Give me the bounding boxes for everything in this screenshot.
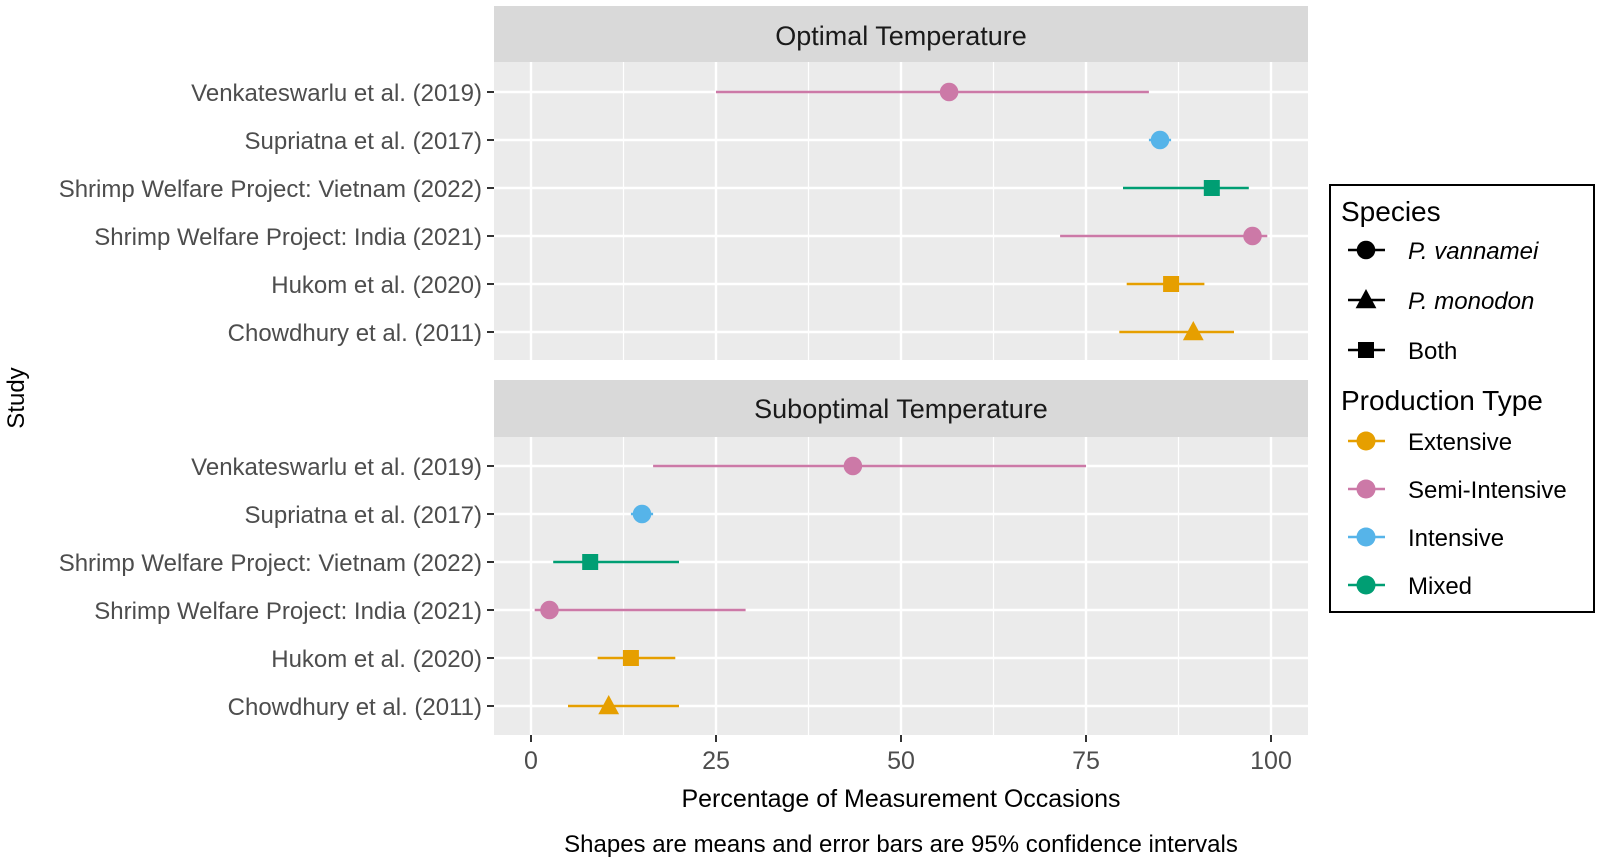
legend-key-circle — [1356, 240, 1376, 260]
study-label: Hukom et al. (2020) — [271, 646, 482, 673]
mean-point-supriatna-et-al-2017 — [632, 504, 652, 524]
mean-point-venkateswarlu-et-al-2019 — [843, 456, 863, 476]
legend: Species P. vannamei P. monodon Both Produc… — [1329, 184, 1595, 613]
x-tick-label: 75 — [1072, 747, 1100, 775]
panel-strip-suboptimal — [494, 380, 1308, 437]
legend-key-circle — [1356, 575, 1376, 595]
caption: Shapes are means and error bars are 95% … — [564, 831, 1238, 858]
legend-production-label: Intensive — [1408, 525, 1504, 552]
study-label: Hukom et al. (2020) — [271, 272, 482, 299]
study-label: Venkateswarlu et al. (2019) — [191, 454, 482, 481]
x-tick-label: 50 — [887, 747, 915, 775]
panel-strip-optimal — [494, 6, 1308, 62]
mean-point-shrimp-welfare-project-vietnam-2022 — [582, 554, 599, 570]
mean-point-chowdhury-et-al-2011 — [1182, 320, 1204, 341]
legend-production-items: Extensive Semi-Intensive Intensive Mixed — [1348, 429, 1567, 600]
panel-optimal: Optimal Temperature Venkateswarlu et al.… — [59, 6, 1308, 360]
study-label: Shrimp Welfare Project: Vietnam (2022) — [59, 176, 482, 203]
legend-production-title: Production Type — [1341, 385, 1543, 416]
study-label: Chowdhury et al. (2011) — [228, 694, 482, 721]
mean-point-hukom-et-al-2020 — [1163, 276, 1180, 292]
legend-species-items: P. vannamei P. monodon Both — [1348, 238, 1539, 365]
marks-optimal — [716, 82, 1268, 341]
mean-point-shrimp-welfare-project-india-2021 — [1243, 226, 1262, 246]
x-axis: 0 25 50 75 100 — [524, 735, 1292, 775]
mean-point-shrimp-welfare-project-vietnam-2022 — [1203, 180, 1220, 196]
panel-title-optimal: Optimal Temperature — [775, 21, 1027, 51]
legend-key-circle — [1356, 479, 1376, 499]
study-label: Shrimp Welfare Project: India (2021) — [94, 224, 482, 251]
mean-point-venkateswarlu-et-al-2019 — [939, 82, 959, 102]
mean-point-shrimp-welfare-project-india-2021 — [540, 600, 559, 620]
x-tick-label: 0 — [524, 747, 538, 775]
legend-species-label: P. vannamei — [1408, 238, 1539, 265]
legend-key-square — [1358, 342, 1374, 358]
study-labels-optimal: Venkateswarlu et al. (2019) Supriatna et … — [59, 80, 494, 347]
panel-suboptimal: Suboptimal Temperature Venkateswarlu et … — [59, 380, 1308, 735]
marks-suboptimal — [534, 456, 1086, 715]
legend-key-circle — [1356, 527, 1376, 547]
study-label: Supriatna et al. (2017) — [245, 502, 482, 529]
y-axis-title: Study — [3, 367, 30, 428]
study-label: Venkateswarlu et al. (2019) — [191, 80, 482, 107]
legend-key-circle — [1356, 431, 1376, 451]
x-tick-label: 25 — [702, 747, 730, 775]
study-labels-suboptimal: Venkateswarlu et al. (2019) Supriatna et … — [59, 454, 494, 721]
panel-title-suboptimal: Suboptimal Temperature — [754, 394, 1048, 424]
mean-point-hukom-et-al-2020 — [622, 650, 639, 666]
legend-species-label: P. monodon — [1408, 288, 1534, 315]
gridlines-optimal — [494, 62, 1308, 360]
mean-point-supriatna-et-al-2017 — [1150, 130, 1170, 150]
mean-point-chowdhury-et-al-2011 — [598, 694, 620, 715]
legend-production-label: Mixed — [1408, 573, 1472, 600]
legend-key-triangle — [1355, 288, 1377, 309]
x-tick-label: 100 — [1250, 747, 1292, 775]
study-label: Shrimp Welfare Project: India (2021) — [94, 598, 482, 625]
legend-production-label: Semi-Intensive — [1408, 477, 1567, 504]
study-label: Supriatna et al. (2017) — [245, 128, 482, 155]
study-label: Chowdhury et al. (2011) — [228, 320, 482, 347]
legend-production-label: Extensive — [1408, 429, 1512, 456]
study-label: Shrimp Welfare Project: Vietnam (2022) — [59, 550, 482, 577]
x-axis-title: Percentage of Measurement Occasions — [681, 785, 1120, 813]
legend-species-label: Both — [1408, 338, 1457, 365]
legend-species-title: Species — [1341, 196, 1441, 227]
